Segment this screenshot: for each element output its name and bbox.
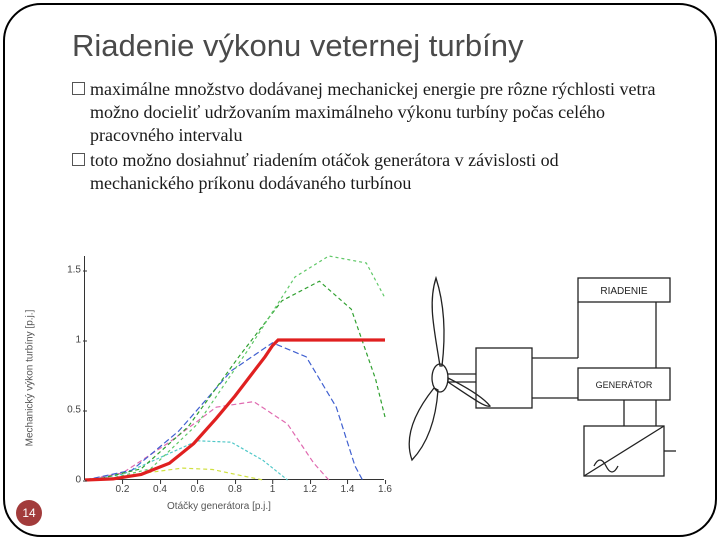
bullet-list: maximálne množstvo dodávanej mechanickej… <box>72 78 660 195</box>
power-curve-chart: Mechanický výkon turbíny [p.j.] 00.511.5… <box>40 248 398 508</box>
slide-title: Riadenie výkonu veternej turbíny <box>72 28 660 64</box>
chart-xlabel: Otáčky generátora [p.j.] <box>167 501 271 512</box>
chart-ylabel: Mechanický výkon turbíny [p.j.] <box>25 310 36 447</box>
svg-text:GENERÁTOR: GENERÁTOR <box>596 380 653 390</box>
svg-text:RIADENIE: RIADENIE <box>600 286 648 297</box>
turbine-diagram: RIADENIE GENERÁTOR <box>406 248 680 500</box>
bullet-item: maximálne množstvo dodávanej mechanickej… <box>72 78 660 147</box>
page-number: 14 <box>16 500 42 526</box>
bullet-item: toto možno dosiahnuť riadením otáčok gen… <box>72 149 660 195</box>
